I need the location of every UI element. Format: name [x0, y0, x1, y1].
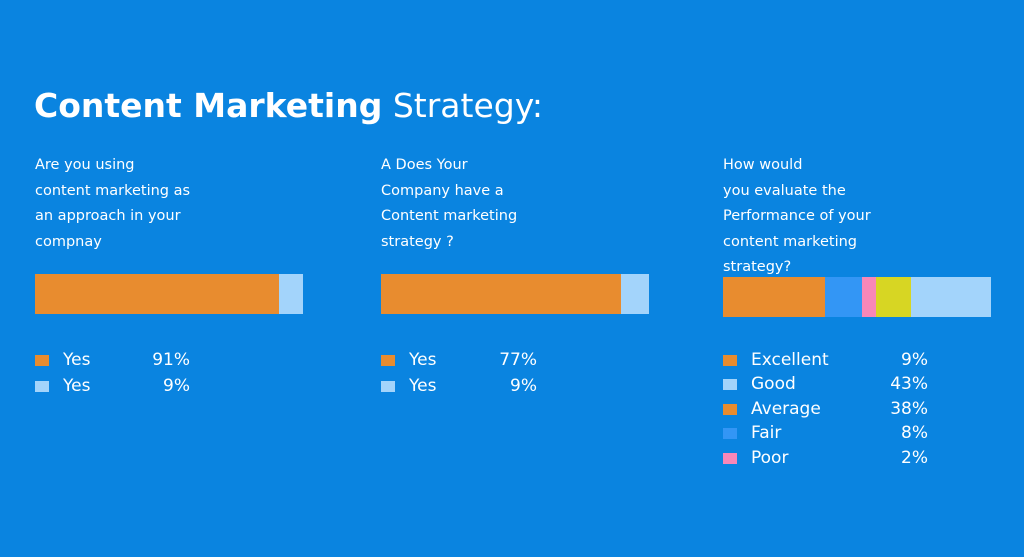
legend-swatch: [381, 355, 395, 366]
legend-value: 9%: [901, 350, 928, 370]
legend-swatch: [723, 452, 737, 464]
legend-swatch: [723, 428, 737, 440]
legend-swatch: [723, 355, 737, 366]
chart-title: Are you using content marketing as an ap…: [35, 157, 191, 250]
legend-item: Yes 77%: [381, 348, 661, 374]
legend-label: Average: [751, 398, 821, 419]
chart-title: A Does Your Company have a Content marke…: [381, 157, 518, 250]
page-title-light: Strategy:: [392, 86, 543, 125]
chart-title: How would you evaluate the Performance o…: [723, 157, 871, 275]
legend-item: Fair 8%: [723, 421, 1003, 445]
legend-swatch: [723, 379, 737, 391]
legend-label: Yes: [409, 375, 437, 396]
legend: Excellent 9% Good 43% Average 38% Fair 8% Poor 2%: [723, 348, 1003, 470]
bar-segment: [620, 274, 649, 314]
legend-swatch: [35, 355, 49, 366]
legend-label: Yes: [63, 375, 91, 396]
bar-segment: [824, 277, 863, 317]
legend-swatch: [35, 380, 49, 392]
page-title: Content Marketing Strategy:: [34, 84, 543, 128]
legend-label: Poor: [751, 447, 789, 468]
legend-label: Yes: [409, 350, 437, 370]
legend-value: 38%: [890, 398, 928, 419]
legend-value: 9%: [163, 375, 190, 396]
bar-segment: [381, 274, 621, 314]
legend-value: 43%: [890, 374, 928, 395]
legend-label: Excellent: [751, 350, 829, 370]
bar-segment: [862, 277, 876, 317]
legend-item: Excellent 9%: [723, 348, 1003, 372]
stacked-bar: [381, 274, 649, 314]
legend: Yes 77% Yes 9%: [381, 348, 661, 399]
legend-value: 2%: [901, 447, 928, 468]
stacked-bar: [35, 274, 303, 314]
chart-panel-performance: How would you evaluate the Performance o…: [723, 153, 1003, 473]
chart-panel-strategy: A Does Your Company have a Content marke…: [381, 153, 661, 413]
stacked-bar: [723, 277, 991, 317]
legend-value: 91%: [152, 350, 190, 370]
bar-segment: [875, 277, 911, 317]
legend-swatch: [723, 403, 737, 415]
bar-segment: [910, 277, 991, 317]
legend-item: Yes 91%: [35, 348, 315, 374]
legend-value: 9%: [510, 375, 537, 396]
legend-swatch: [381, 380, 395, 392]
chart-panel-usage: Are you using content marketing as an ap…: [35, 153, 315, 413]
legend-item: Poor 2%: [723, 446, 1003, 470]
bar-segment: [723, 277, 825, 317]
page-title-bold: Content Marketing: [34, 86, 383, 125]
legend-label: Good: [751, 374, 796, 395]
legend: Yes 91% Yes 9%: [35, 348, 315, 399]
legend-item: Good 43%: [723, 372, 1003, 396]
legend-label: Fair: [751, 423, 782, 444]
legend-value: 77%: [499, 350, 537, 370]
bar-segment: [35, 274, 279, 314]
legend-item: Yes 9%: [381, 374, 661, 400]
legend-item: Average 38%: [723, 397, 1003, 421]
legend-label: Yes: [63, 350, 91, 370]
legend-item: Yes 9%: [35, 374, 315, 400]
bar-segment: [278, 274, 303, 314]
legend-value: 8%: [901, 423, 928, 444]
